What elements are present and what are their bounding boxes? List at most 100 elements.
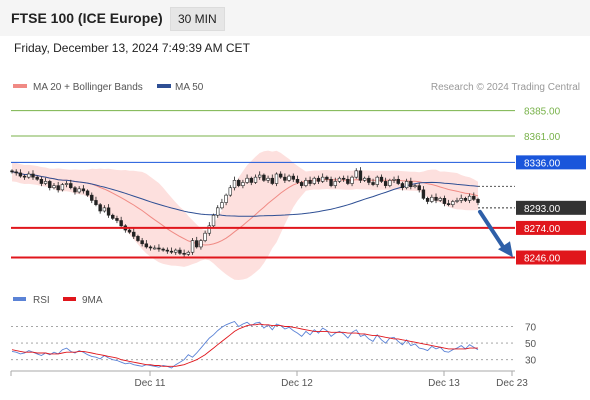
candle [270, 177, 274, 184]
candle [442, 198, 447, 204]
candle [10, 170, 14, 173]
candle [421, 189, 426, 199]
ma50-line [11, 171, 479, 217]
candle [463, 198, 468, 201]
ma50-legend-label: MA 50 [175, 82, 204, 93]
candle [404, 181, 409, 189]
candle [199, 240, 203, 248]
candle [56, 185, 60, 191]
candle [106, 207, 111, 216]
candle [39, 178, 44, 184]
candle [119, 220, 123, 227]
candle [127, 229, 132, 233]
ma20-legend-label: MA 20 + Bollinger Bands [33, 82, 143, 93]
candle [257, 174, 262, 178]
timeframe-badge[interactable]: 30 MIN [170, 7, 225, 31]
rsi-tick-label: 30 [525, 356, 537, 367]
candle [140, 240, 144, 245]
candle [354, 170, 358, 178]
credit-text: Research © 2024 Trading Central [431, 82, 580, 93]
candle [136, 236, 140, 241]
candle [476, 199, 480, 203]
candle [186, 251, 191, 255]
candle [73, 187, 77, 193]
rsi-tick-label: 70 [525, 322, 537, 333]
candle [329, 178, 333, 186]
rsi-line [11, 320, 479, 369]
candle [413, 185, 417, 187]
candle [350, 176, 354, 184]
candle [165, 249, 170, 252]
candle [262, 174, 266, 181]
candle [455, 200, 459, 202]
candle [299, 182, 304, 186]
candle [161, 248, 165, 251]
candle [237, 180, 241, 186]
candle [346, 178, 350, 184]
candle [425, 198, 430, 202]
bollinger-band [12, 150, 478, 280]
level-label: 8246.00 [524, 254, 561, 265]
candle [383, 181, 388, 186]
candle [467, 195, 472, 201]
candle [287, 175, 291, 181]
main-legend: MA 20 + Bollinger Bands MA 50 Research ©… [13, 82, 580, 93]
candle [174, 249, 178, 253]
candle [392, 178, 396, 181]
candle [60, 184, 65, 191]
x-tick-label: Dec 11 [135, 378, 166, 389]
candle [144, 243, 149, 248]
candle [266, 177, 270, 181]
level-tag [516, 155, 586, 170]
x-tick-label: Dec 13 [428, 378, 460, 389]
candle [69, 183, 73, 189]
candle [295, 178, 300, 183]
candle [409, 181, 413, 187]
level-label: 8336.00 [524, 158, 561, 169]
candle [27, 173, 31, 178]
candle [434, 196, 438, 201]
rsi-tick-label: 50 [525, 339, 537, 350]
candle [18, 172, 23, 177]
rsi-legend-swatch [13, 297, 26, 301]
candle [312, 177, 316, 184]
candle [245, 177, 249, 183]
candle [232, 180, 237, 189]
candle [283, 176, 287, 181]
price-levels: 8385.00 8361.00 8336.00 8293.00 8274.00 8246.… [11, 107, 586, 265]
candle [190, 240, 195, 253]
ma9-legend-label: 9MA [82, 295, 103, 306]
candle [451, 201, 455, 205]
candle [446, 203, 451, 205]
candle [308, 180, 312, 184]
level-tag [516, 200, 586, 215]
candle [278, 173, 283, 178]
candle [379, 176, 384, 182]
candle [148, 246, 153, 249]
candle [228, 187, 233, 196]
candle [98, 204, 102, 212]
candle [249, 177, 253, 183]
candle [102, 207, 107, 212]
candle [417, 185, 421, 191]
candle [438, 198, 442, 201]
candle [207, 225, 212, 234]
candle [253, 176, 258, 183]
candle [274, 173, 279, 184]
candle [333, 181, 337, 186]
timestamp: Friday, December 13, 2024 7:49:39 AM CET [14, 41, 250, 55]
candle [94, 200, 98, 205]
candle [291, 175, 295, 180]
candle [35, 176, 39, 180]
rsi-legend: RSI 9MA [13, 295, 103, 306]
candle [157, 247, 161, 250]
candle [430, 196, 434, 202]
candle [396, 178, 400, 184]
candle [22, 175, 27, 178]
candle [362, 177, 367, 181]
candle [43, 181, 48, 184]
candle [358, 170, 363, 181]
forecast-arrow-shaft [478, 209, 506, 251]
candle [220, 202, 224, 209]
ma50-legend-swatch [157, 84, 171, 88]
